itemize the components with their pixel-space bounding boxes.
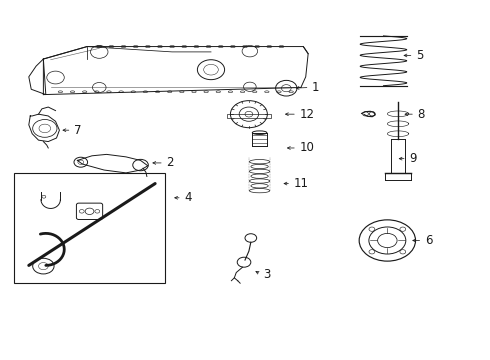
Text: 1: 1 [312,81,319,94]
Text: 4: 4 [184,191,192,204]
Bar [14,173,165,283]
Text: 2: 2 [166,157,174,170]
Text: 10: 10 [299,141,314,154]
Text: 12: 12 [299,108,315,121]
Text: 5: 5 [416,49,423,62]
Text: 8: 8 [417,108,425,121]
Text: 6: 6 [425,234,432,247]
Text: 11: 11 [294,177,309,190]
Text: 3: 3 [264,268,271,281]
Bar [227,114,271,118]
Text: 9: 9 [409,152,416,165]
Text: 7: 7 [74,124,81,137]
